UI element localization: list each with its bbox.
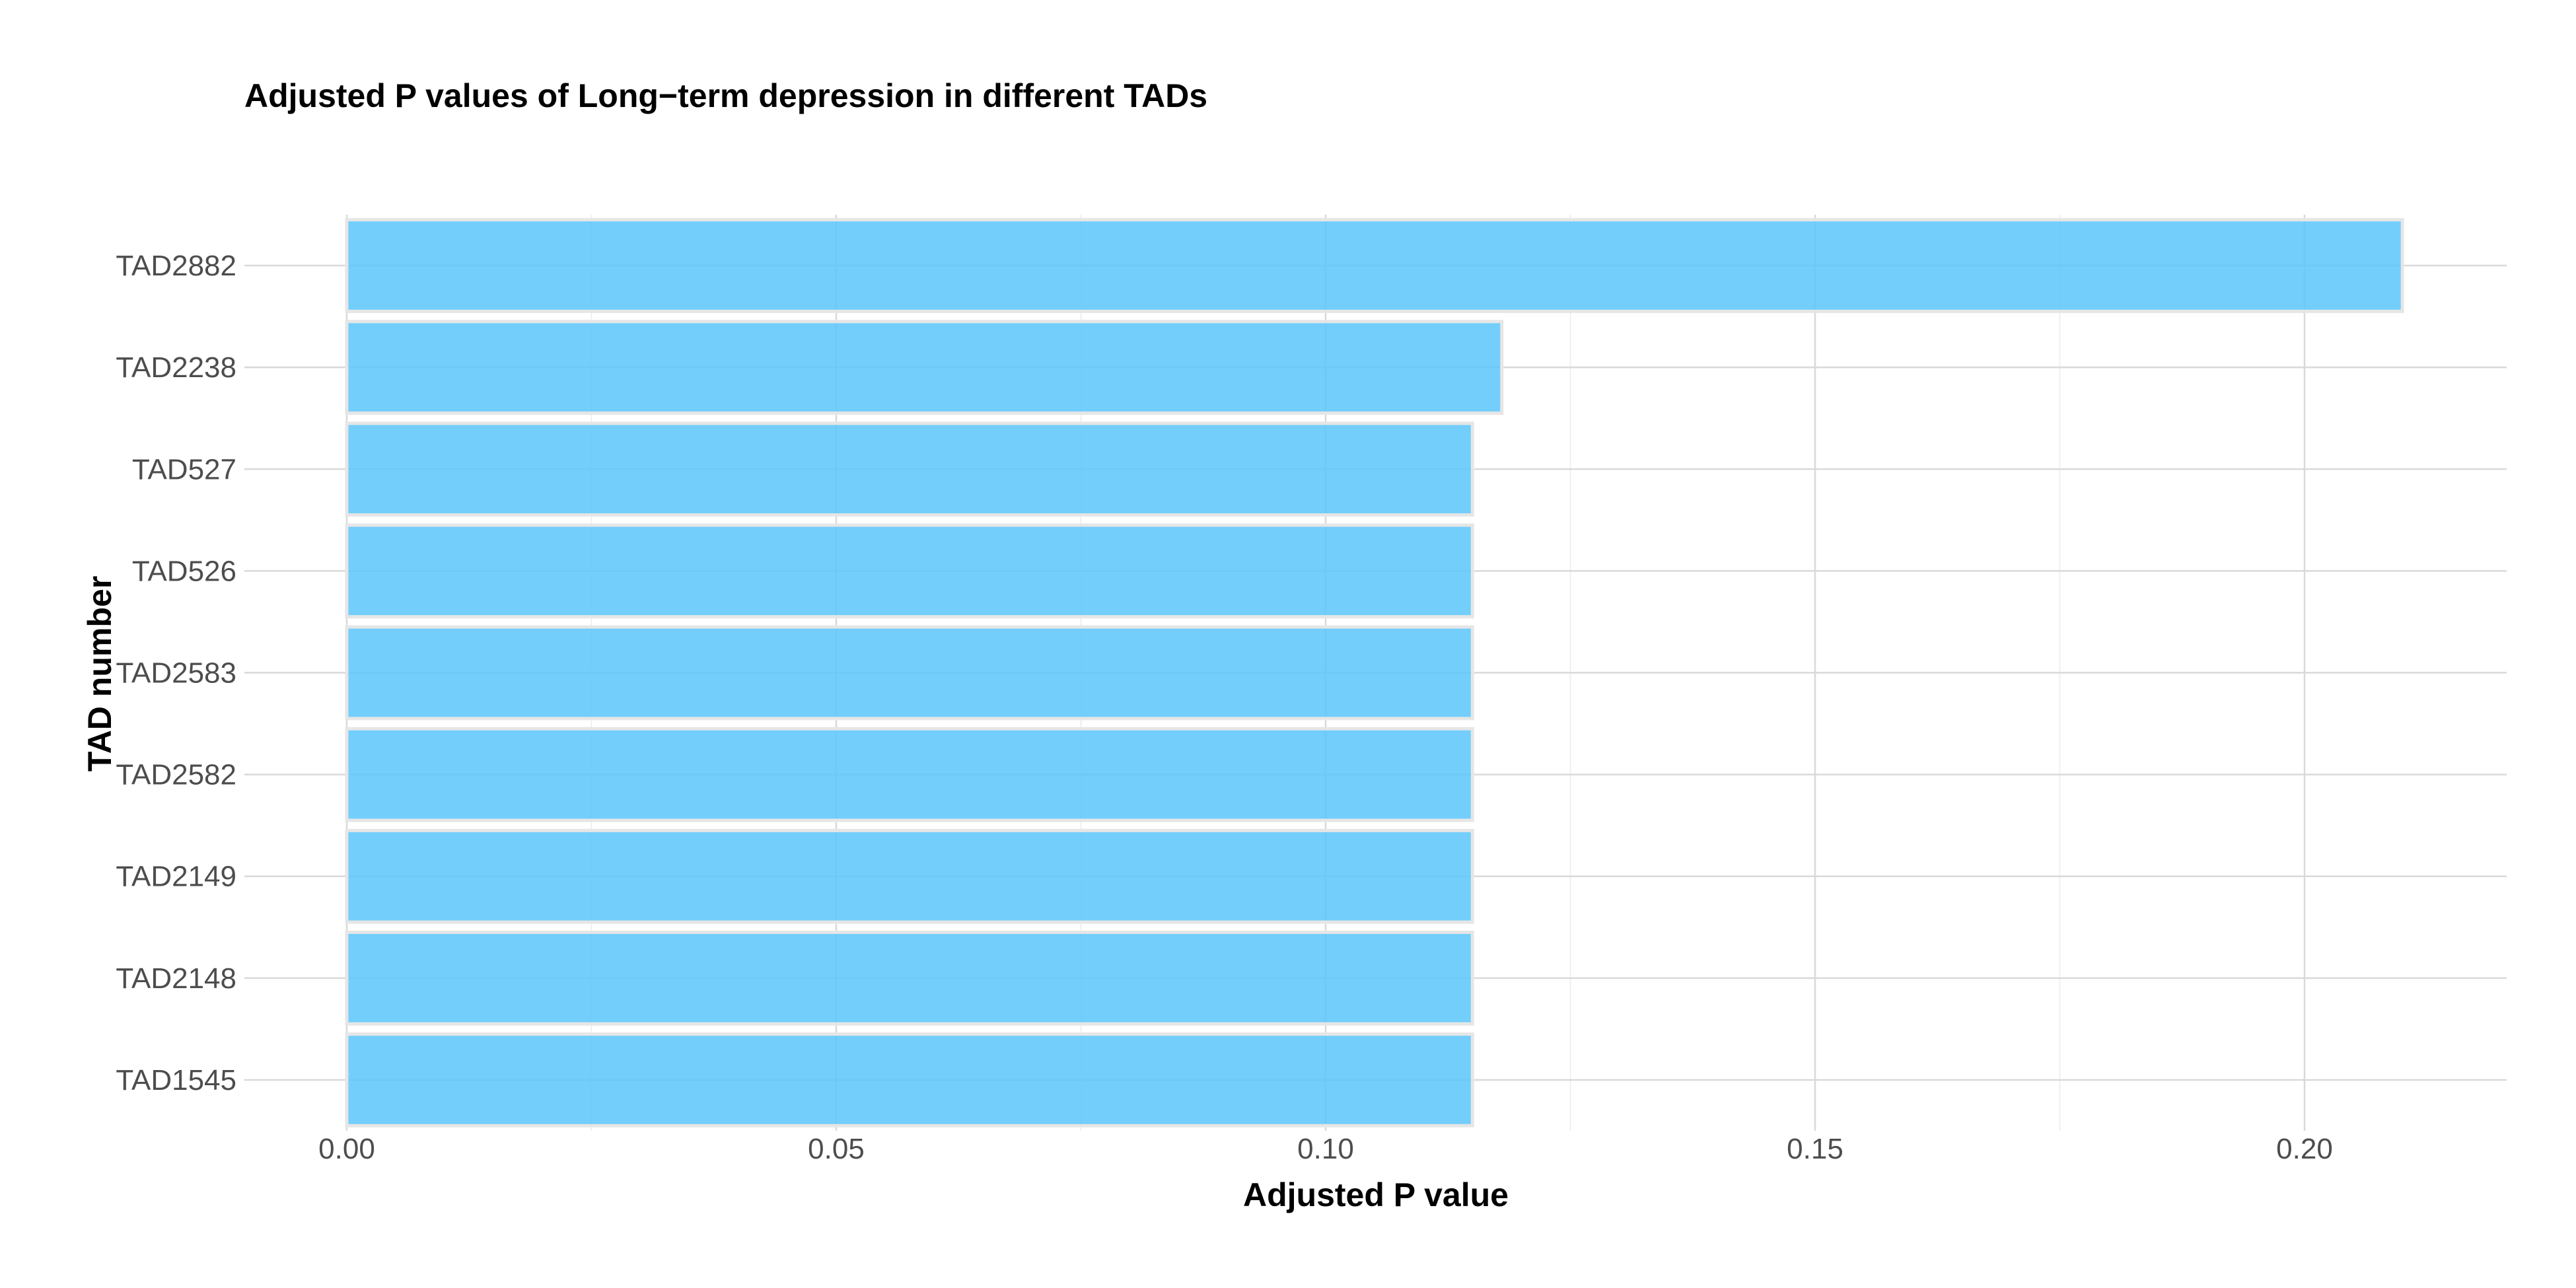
x-tick-label: 0.15: [1787, 1133, 1843, 1165]
y-tick-label: TAD526: [132, 555, 236, 587]
bar-tad1545: [345, 1032, 1474, 1127]
y-tick-label: TAD1545: [116, 1064, 236, 1096]
bar-tad2582: [345, 727, 1474, 822]
y-tick-label: TAD527: [132, 453, 236, 485]
y-tick-label: TAD2582: [116, 759, 236, 791]
bars: [345, 218, 2404, 1127]
chart-title: Adjusted P values of Long−term depressio…: [244, 77, 1207, 114]
y-axis-label: TAD number: [81, 576, 118, 771]
y-tick-label: TAD2882: [116, 250, 236, 282]
bar-tad526: [345, 523, 1474, 619]
x-tick-label: 0.10: [1297, 1133, 1354, 1165]
y-tick-label: TAD2149: [116, 861, 236, 893]
bar-tad2238: [345, 320, 1504, 415]
x-tick-label: 0.20: [2276, 1133, 2333, 1165]
x-tick-label: 0.00: [318, 1133, 375, 1165]
y-tick-label: TAD2238: [116, 351, 236, 384]
x-tick-labels: 0.00 0.05 0.10 0.15 0.20: [318, 1133, 2333, 1165]
bar-tad2149: [345, 828, 1474, 924]
x-axis-label: Adjusted P value: [1243, 1176, 1509, 1213]
bar-tad2882: [345, 218, 2404, 313]
y-tick-labels: TAD2882 TAD2238 TAD527 TAD526 TAD2583 TAD2582…: [116, 250, 236, 1096]
bar-tad2583: [345, 625, 1474, 721]
bar-tad527: [345, 421, 1474, 517]
y-tick-label: TAD2148: [116, 962, 236, 995]
y-tick-label: TAD2583: [116, 657, 236, 690]
x-tick-label: 0.05: [808, 1133, 865, 1165]
bar-tad2148: [345, 930, 1474, 1026]
